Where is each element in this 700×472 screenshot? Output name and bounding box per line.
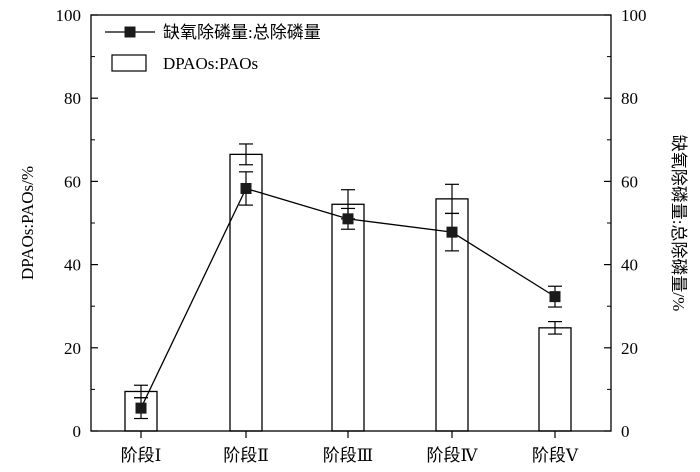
- y-tick-label-5: 80: [64, 89, 81, 108]
- bars-layer: [124, 143, 572, 432]
- y-tick-label-6: 100: [56, 6, 82, 25]
- line-marker-2: [240, 182, 252, 194]
- legend-bar-label: DPAOs:PAOs: [163, 54, 258, 73]
- legend-layer: 缺氧除磷量:总除磷量 DPAOs:PAOs: [105, 23, 321, 73]
- labels-layer: 0 20 40 60 80 100 0 20 40 60 80 100 阶段Ⅰ 阶段Ⅱ 阶段Ⅲ 阶段Ⅳ 阶段Ⅴ D…: [18, 6, 688, 465]
- y2-tick-label-5: 80: [621, 89, 638, 108]
- bar-3: [331, 203, 365, 432]
- y-tick-label-4: 60: [64, 172, 81, 191]
- line-layer: [134, 171, 562, 420]
- x-tick-label-3: 阶段Ⅲ: [323, 446, 373, 465]
- line-marker-3: [342, 213, 354, 225]
- y2-tick-label-1: 0: [621, 422, 630, 441]
- y-tick-label-2: 20: [64, 339, 81, 358]
- x-tick-label-5: 阶段Ⅴ: [532, 446, 579, 465]
- line-marker-4: [446, 226, 458, 238]
- line-marker-1: [135, 402, 147, 414]
- y2-tick-label-6: 100: [621, 6, 647, 25]
- x-tick-label-1: 阶段Ⅰ: [121, 446, 162, 465]
- y-axis-title: DPAOs:PAOs/%: [18, 166, 37, 280]
- y2-tick-label-4: 60: [621, 172, 638, 191]
- y-tick-label-1: 0: [73, 422, 82, 441]
- legend-line-label: 缺氧除磷量:总除磷量: [163, 23, 321, 42]
- x-tick-label-2: 阶段Ⅱ: [223, 446, 269, 465]
- legend-line-marker: [124, 26, 136, 38]
- y2-tick-label-3: 40: [621, 256, 638, 275]
- y2-axis-title: 缺氧除磷量:总除磷量/%: [669, 135, 688, 312]
- axes-layer: [90, 14, 612, 438]
- line-marker-5: [549, 291, 561, 303]
- bar-5: [538, 327, 572, 432]
- x-tick-label-4: 阶段Ⅳ: [427, 446, 479, 465]
- legend-bar-swatch: [111, 54, 147, 72]
- y2-tick-label-2: 20: [621, 339, 638, 358]
- y-tick-label-3: 40: [64, 256, 81, 275]
